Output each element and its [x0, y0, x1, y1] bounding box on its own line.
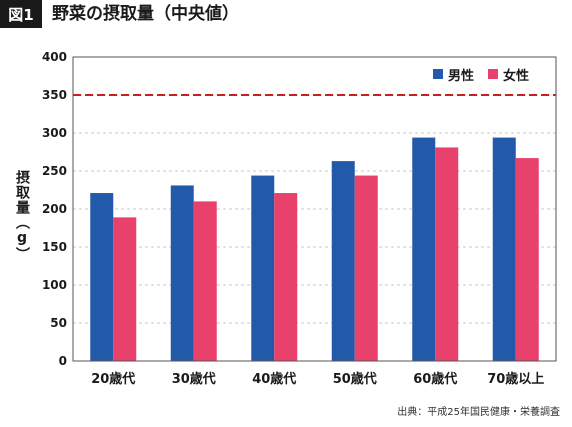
grid-lines	[73, 94, 556, 324]
y-tick-label: 200	[42, 202, 67, 216]
chart-title: 野菜の摂取量（中央値）	[52, 4, 239, 24]
y-tick-label: 250	[42, 164, 67, 178]
x-tick-label: 20歳代	[91, 371, 135, 387]
figure-badge: 図1	[0, 0, 42, 28]
bar-female	[193, 201, 217, 361]
bar-chart: 0 50 100 150 200 250 300 350 400 20歳代 30歳代 40歳代 50歳…	[42, 50, 557, 387]
y-tick-label: 50	[50, 316, 67, 330]
bar-female	[113, 217, 137, 361]
x-tick-label: 70歳以上	[487, 371, 544, 387]
legend-item-male: 男性	[433, 65, 474, 84]
y-tick-label: 300	[42, 126, 67, 140]
bar-male	[492, 137, 516, 361]
figure-header: 図1 野菜の摂取量（中央値）	[0, 0, 572, 30]
legend: 男性 女性	[433, 65, 537, 84]
y-tick-label: 100	[42, 278, 67, 292]
bar-female	[274, 193, 298, 361]
bars	[90, 137, 539, 361]
x-tick-label: 30歳代	[172, 371, 216, 387]
bar-female	[435, 147, 459, 361]
y-axis-label: 摂取量（g）	[14, 170, 30, 262]
x-tick-label: 60歳代	[413, 371, 457, 387]
legend-label-female: 女性	[503, 68, 530, 84]
bar-male	[412, 137, 436, 361]
source-note: 出典：平成25年国民健康・栄養調査	[397, 407, 560, 418]
bar-female	[515, 158, 539, 361]
y-tick-label: 400	[42, 50, 67, 64]
bar-male	[251, 175, 275, 361]
bar-female	[354, 175, 378, 361]
y-tick-label: 350	[42, 88, 67, 102]
legend-item-female: 女性	[488, 65, 529, 84]
x-axis-ticks: 20歳代 30歳代 40歳代 50歳代 60歳代 70歳以上	[91, 371, 544, 387]
y-axis-ticks: 0 50 100 150 200 250 300 350 400	[42, 50, 67, 368]
y-tick-label: 150	[42, 240, 67, 254]
x-tick-label: 50歳代	[333, 371, 377, 387]
plot-frame	[72, 56, 557, 362]
bar-male	[170, 185, 194, 361]
x-tick-label: 40歳代	[252, 371, 296, 387]
y-tick-label: 0	[59, 354, 67, 368]
legend-swatch-female	[488, 69, 499, 79]
bar-male	[90, 193, 114, 361]
bar-male	[331, 161, 355, 361]
legend-label-male: 男性	[448, 68, 475, 84]
legend-swatch-male	[433, 69, 443, 79]
